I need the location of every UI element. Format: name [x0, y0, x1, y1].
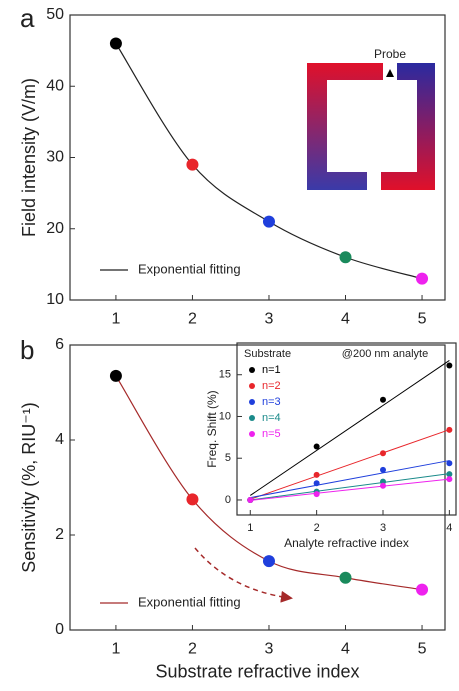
y-tick-label: 0 [55, 621, 64, 638]
data-point [313, 471, 320, 478]
data-point [380, 466, 386, 473]
legend-marker [249, 399, 255, 405]
data-point [339, 571, 352, 584]
legend-label: n=5 [262, 428, 281, 440]
plot-frame [69, 344, 446, 631]
legend-label: n=4 [262, 412, 281, 424]
data-point [416, 272, 429, 285]
y-tick-label: 10 [219, 410, 231, 422]
x-tick-label: 1 [247, 522, 253, 534]
data-point [262, 215, 275, 228]
fit-curve [115, 375, 423, 591]
data-point [446, 460, 453, 467]
legend-marker [249, 415, 255, 421]
y-tick-label: 2 [55, 526, 64, 543]
data-point [262, 555, 275, 568]
legend-marker [249, 383, 255, 389]
plot-frame [236, 342, 457, 516]
y-tick-label: 4 [55, 431, 64, 448]
y-tick-label: 5 [225, 452, 231, 464]
x-tick-label: 5 [418, 310, 427, 327]
legend-label: n=3 [262, 396, 281, 408]
y-tick-label: 6 [55, 336, 64, 353]
x-tick-label: 5 [418, 640, 427, 657]
data-point [416, 583, 429, 596]
x-tick-label: 4 [341, 640, 350, 657]
panel-label: b [20, 335, 34, 365]
x-tick-label: 1 [111, 310, 120, 327]
data-point [313, 480, 320, 487]
data-point [446, 362, 453, 369]
fit-line [250, 460, 450, 499]
data-point [380, 396, 386, 403]
x-tick-label: 3 [380, 522, 386, 534]
x-tick-label: 2 [188, 310, 197, 327]
legend-label: n=1 [262, 364, 281, 376]
data-point [446, 471, 453, 478]
legend-label: Exponential fitting [138, 261, 241, 276]
fit-line [249, 360, 450, 496]
y-axis-label: Sensitivity (%, RIU⁻¹) [19, 402, 39, 573]
fit-line [250, 429, 450, 500]
x-axis-label: Substrate refractive index [155, 661, 359, 681]
x-tick-label: 3 [265, 640, 274, 657]
panel-label: a [20, 3, 35, 33]
x-tick-label: 3 [265, 310, 274, 327]
x-axis-label: Analyte refractive index [284, 536, 409, 550]
x-tick-label: 2 [188, 640, 197, 657]
data-point [247, 496, 254, 503]
data-point [186, 158, 199, 171]
data-point [339, 251, 352, 264]
y-tick-label: 15 [219, 369, 231, 381]
annotation: @200 nm analyte [342, 348, 428, 360]
fit-line [250, 478, 450, 501]
x-tick-label: 2 [314, 522, 320, 534]
x-tick-label: 4 [341, 310, 350, 327]
data-point [380, 478, 386, 485]
y-tick-label: 50 [46, 6, 64, 23]
data-point [109, 37, 122, 50]
x-tick-label: 1 [111, 640, 120, 657]
data-point [380, 450, 386, 457]
annotation: Probe [374, 47, 406, 61]
fit-line [250, 473, 450, 501]
data-point [446, 476, 453, 483]
data-point [446, 426, 453, 433]
y-axis-label: Freq. Shift (%) [205, 390, 219, 467]
data-point [109, 369, 122, 382]
x-tick-label: 4 [446, 522, 452, 534]
y-tick-label: 20 [46, 220, 64, 237]
y-tick-label: 40 [46, 77, 64, 94]
legend-title: Substrate [244, 348, 291, 360]
data-point [313, 443, 320, 450]
legend-label: n=2 [262, 380, 281, 392]
srr-diagram [307, 63, 435, 190]
y-tick-label: 10 [46, 291, 64, 308]
data-point [186, 493, 199, 506]
y-tick-label: 0 [225, 494, 231, 506]
trend-arrow [194, 547, 293, 603]
data-point [313, 491, 320, 498]
legend-marker [249, 431, 255, 437]
legend-marker [249, 367, 255, 373]
y-axis-label: Field intensity (V/m) [19, 78, 39, 237]
legend-label: Exponential fitting [138, 594, 241, 609]
data-point [380, 482, 386, 489]
y-tick-label: 30 [46, 149, 64, 166]
